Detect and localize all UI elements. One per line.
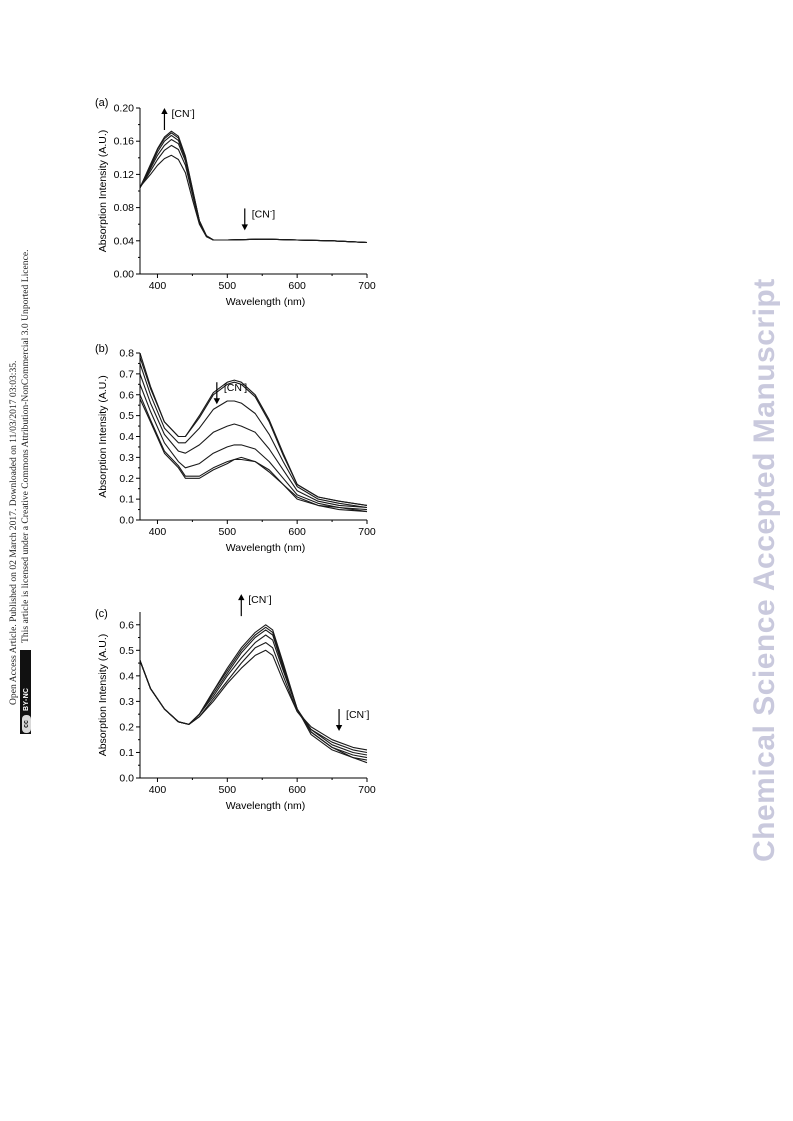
y-tick-label: 0.20	[114, 103, 135, 115]
y-tick-label: 0.08	[114, 202, 135, 214]
series-line-b-3	[139, 363, 368, 509]
series-line-c-3	[139, 634, 368, 756]
y-tick-label: 0.2	[119, 721, 134, 733]
y-tick-label: 0.2	[119, 473, 134, 485]
series-line-b-4	[139, 373, 368, 509]
y-tick-label: 0.5	[119, 645, 134, 657]
annotation-label: [CN-]	[171, 108, 194, 120]
x-tick-label: 600	[288, 784, 306, 796]
y-tick-label: 0.3	[119, 696, 134, 708]
y-axis-label: Absorption Intensity (A.U.)	[97, 634, 109, 757]
y-tick-label: 0.00	[114, 269, 135, 281]
y-axis-label: Absorption Intensity (A.U.)	[97, 130, 109, 253]
annotation-label: [CN-]	[224, 382, 247, 394]
y-tick-label: 0.6	[119, 389, 134, 401]
chart-panel-b: 400 500 600 700 0.0 0.1 0.2 0.3 0.4 0.5 0.6 0.7 0.8 W…	[95, 343, 376, 554]
y-tick-label: 0.12	[114, 169, 135, 181]
y-tick-label: 0.4	[119, 431, 134, 443]
x-tick-label: 500	[219, 280, 237, 292]
series-line-a-1	[139, 154, 368, 244]
y-tick-label: 0.04	[114, 235, 135, 247]
x-axis-label: Wavelength (nm)	[226, 296, 306, 308]
arrow-head	[213, 398, 221, 405]
x-tick-label: 400	[149, 280, 167, 292]
series-line-c-2	[139, 642, 368, 754]
y-tick-label: 0.6	[119, 619, 134, 631]
y-tick-label: 0.0	[119, 515, 134, 527]
x-tick-label: 700	[358, 280, 376, 292]
arrow-head	[161, 108, 168, 114]
chart-panel-a: 400 500 600 700 0.00 0.04 0.08 0.12 0.16 0.20 Wave…	[95, 97, 376, 308]
y-tick-label: 0.0	[119, 773, 134, 785]
y-tick-label: 0.1	[119, 494, 134, 506]
annotation-label: [CN-]	[252, 208, 275, 220]
series-line-a-3	[139, 138, 368, 244]
x-tick-label: 400	[149, 526, 167, 538]
series-line-a-5	[139, 132, 368, 244]
series-line-b-7	[139, 398, 368, 513]
annotation-a-2: [CN-]	[241, 208, 275, 231]
arrow-head	[238, 594, 245, 601]
x-tick-label: 400	[149, 784, 167, 796]
y-tick-label: 0.1	[119, 747, 134, 759]
annotation-b-1: [CN-]	[213, 382, 247, 405]
series-line-c-1	[139, 649, 368, 751]
y-tick-label: 0.7	[119, 368, 134, 380]
y-tick-label: 0.4	[119, 670, 134, 682]
side-notice-line1: Open Access Article. Published on 02 Mar…	[8, 360, 19, 705]
x-tick-label: 600	[288, 280, 306, 292]
panel-label: (a)	[95, 97, 108, 109]
arrow-head	[335, 725, 343, 732]
y-tick-label: 0.8	[119, 348, 134, 360]
panel-label: (c)	[95, 608, 108, 620]
y-axis-label: Absorption Intensity (A.U.)	[97, 375, 109, 498]
x-tick-label: 700	[358, 784, 376, 796]
x-axis-label: Wavelength (nm)	[226, 542, 306, 554]
series-line-b-5	[139, 384, 368, 511]
panel-label: (b)	[95, 343, 108, 355]
series-line-b-1	[139, 352, 368, 506]
x-tick-label: 600	[288, 526, 306, 538]
y-tick-label: 0.5	[119, 410, 134, 422]
series-line-c-6	[139, 624, 368, 764]
arrow-head	[241, 224, 248, 231]
license-badge-label: BY-NC	[23, 687, 30, 711]
annotation-label: [CN-]	[248, 594, 271, 606]
side-notice-line2: This article is licensed under a Creativ…	[20, 249, 31, 643]
license-badge[interactable]: cc BY-NC	[20, 650, 31, 734]
series-line-a-2	[139, 144, 368, 244]
series-line-a-6	[139, 130, 368, 244]
y-tick-label: 0.16	[114, 136, 135, 148]
x-tick-label: 500	[219, 526, 237, 538]
x-axis-label: Wavelength (nm)	[226, 800, 306, 812]
x-tick-label: 500	[219, 784, 237, 796]
annotation-c-2: [CN-]	[335, 709, 369, 732]
series-line-a-4	[139, 134, 368, 244]
annotation-c-1: [CN-]	[238, 594, 272, 617]
y-tick-label: 0.3	[119, 452, 134, 464]
x-tick-label: 700	[358, 526, 376, 538]
annotation-a-1: [CN-]	[161, 108, 195, 130]
chart-panel-c: 400 500 600 700 0.0 0.1 0.2 0.3 0.4 0.5 0.6 Wavelen…	[95, 594, 376, 812]
series-line-b-2	[139, 357, 368, 506]
cc-logo-icon: cc	[22, 715, 31, 733]
annotation-label: [CN-]	[346, 709, 369, 721]
watermark: Chemical Science Accepted Manuscript	[748, 278, 781, 862]
